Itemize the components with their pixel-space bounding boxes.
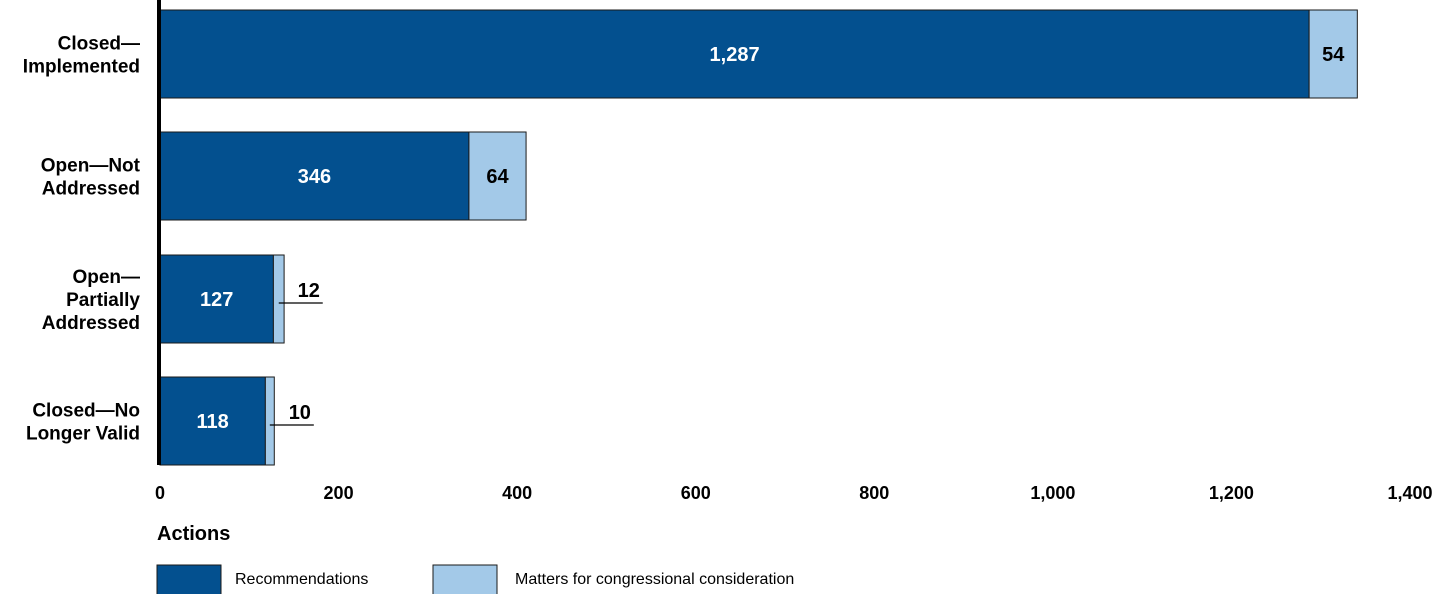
category-label-2-line-2: Addressed [42, 313, 140, 334]
data-label-recommendations-1: 346 [298, 166, 331, 188]
bar-matters-1 [468, 131, 527, 221]
category-label-3-line-0: Closed—No [32, 401, 140, 422]
category-label-0-line-1: Implemented [23, 57, 140, 78]
legend-swatch-matters [432, 564, 498, 594]
category-label-2-line-0: Open— [72, 267, 140, 288]
category-labels-layer: Closed—ImplementedOpen—NotAddressedOpen—… [23, 34, 141, 445]
legend-label-matters: Matters for congressional consideration [515, 571, 794, 588]
x-tick-label-0: 0 [155, 483, 165, 503]
x-tick-label-2: 400 [502, 483, 532, 503]
category-label-2-line-1: Partially [66, 290, 140, 311]
x-tick-label-5: 1,000 [1030, 483, 1075, 503]
data-label-matters-1: 64 [486, 166, 509, 188]
bar-matters-2 [272, 254, 285, 344]
category-label-0-line-0: Closed— [58, 34, 140, 55]
data-label-recommendations-0: 1,287 [710, 44, 760, 66]
data-label-recommendations-3: 118 [197, 411, 229, 433]
x-axis-title: Actions [157, 523, 230, 545]
bar-recommendations-3 [159, 376, 266, 466]
bar-recommendations-2 [159, 254, 274, 344]
bar-recommendations-1 [159, 131, 470, 221]
data-label-matters-3: 10 [289, 402, 311, 424]
data-label-matters-0: 54 [1322, 44, 1345, 66]
legend: Recommendations Matters for congressional… [156, 564, 794, 594]
category-label-3-line-1: Longer Valid [26, 424, 140, 445]
category-label-1-line-0: Open—Not [41, 156, 141, 177]
x-tick-label-3: 600 [681, 483, 711, 503]
x-tick-label-4: 800 [859, 483, 889, 503]
legend-label-recommendations: Recommendations [235, 571, 368, 588]
bars-layer [159, 9, 1358, 466]
data-label-recommendations-2: 127 [200, 289, 233, 311]
data-labels-layer: 1,287 54 346 64 127 12 118 10 [197, 44, 1346, 433]
bar-matters-3 [264, 376, 275, 466]
category-label-1-line-1: Addressed [42, 179, 140, 200]
bar-matters-0 [1308, 9, 1358, 99]
x-tick-labels-layer: 0 200 400 600 800 1,000 1,200 1,400 [155, 483, 1433, 503]
data-label-matters-2: 12 [298, 280, 320, 302]
legend-swatch-recommendations [156, 564, 222, 594]
x-tick-label-6: 1,200 [1209, 483, 1254, 503]
x-tick-label-1: 200 [324, 483, 354, 503]
bar-recommendations-0 [159, 9, 1310, 99]
x-tick-label-7: 1,400 [1387, 483, 1432, 503]
